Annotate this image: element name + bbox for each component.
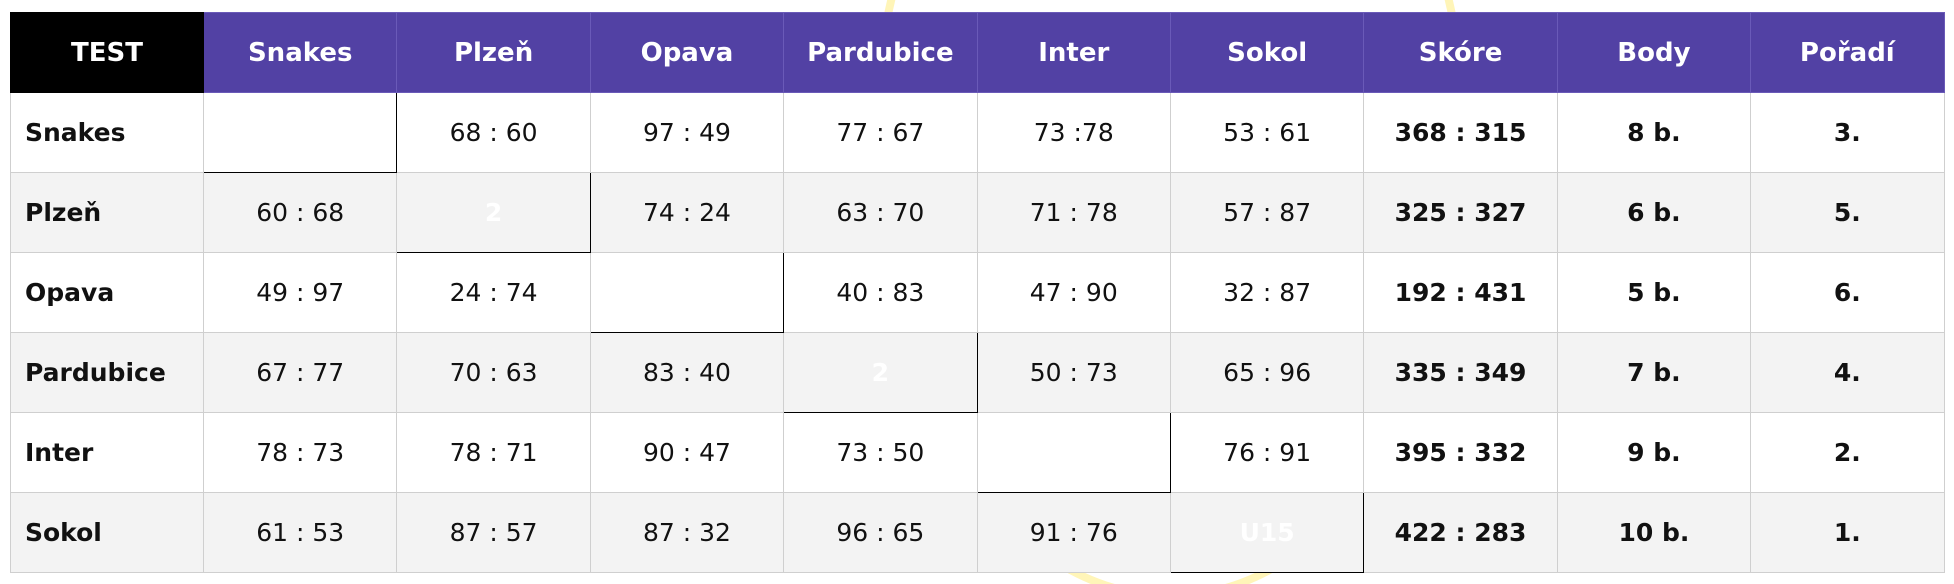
result-cell: 57 : 87 xyxy=(1169,172,1365,253)
diagonal-cell: 2 xyxy=(976,412,1171,493)
points-cell: 5 b. xyxy=(1556,252,1752,333)
rank-cell: 5. xyxy=(1750,172,1945,253)
result-cell: 91 : 76 xyxy=(976,492,1171,573)
result-cell: 90 : 47 xyxy=(589,412,785,493)
header-cell-rank: Pořadí xyxy=(1750,12,1945,93)
team-name-cell: Sokol xyxy=(10,492,204,573)
table-row: Inter 78 : 73 78 : 71 90 : 47 73 : 50 2 … xyxy=(10,412,1945,493)
result-cell: 47 : 90 xyxy=(976,252,1171,333)
diagonal-cell: 0 xyxy=(589,252,785,333)
points-cell: 6 b. xyxy=(1556,172,1752,253)
header-cell-pardubice: Pardubice xyxy=(783,12,978,93)
result-cell: 61 : 53 xyxy=(202,492,398,573)
header-cell-snakes: Snakes xyxy=(202,12,398,93)
score-cell: 335 : 349 xyxy=(1363,332,1558,413)
result-cell: 96 : 65 xyxy=(783,492,978,573)
result-cell: 74 : 24 xyxy=(589,172,785,253)
table-row: Plzeň 60 : 68 2 74 : 24 63 : 70 71 : 78 … xyxy=(10,172,1945,253)
rank-cell: 3. xyxy=(1750,92,1945,173)
result-cell: 77 : 67 xyxy=(783,92,978,173)
rank-cell: 2. xyxy=(1750,412,1945,493)
points-cell: 7 b. xyxy=(1556,332,1752,413)
rank-cell: 6. xyxy=(1750,252,1945,333)
rank-cell: 4. xyxy=(1750,332,1945,413)
header-cell-sokol: Sokol xyxy=(1169,12,1365,93)
result-cell: 68 : 60 xyxy=(396,92,591,173)
header-cell-inter: Inter xyxy=(976,12,1171,93)
result-cell: 65 : 96 xyxy=(1169,332,1365,413)
result-cell: 32 : 87 xyxy=(1169,252,1365,333)
points-cell: 8 b. xyxy=(1556,92,1752,173)
header-cell-points: Body xyxy=(1556,12,1752,93)
header-cell-score: Skóre xyxy=(1363,12,1558,93)
result-cell: 40 : 83 xyxy=(783,252,978,333)
table-row: Sokol 61 : 53 87 : 57 87 : 32 96 : 65 91… xyxy=(10,492,1945,573)
points-cell: 10 b. xyxy=(1556,492,1752,573)
result-cell: 83 : 40 xyxy=(589,332,785,413)
table-row: Opava 49 : 97 24 : 74 0 40 : 83 47 : 90 … xyxy=(10,252,1945,333)
diagonal-cell: 2 xyxy=(396,172,591,253)
result-cell: 53 : 61 xyxy=(1169,92,1365,173)
result-cell: 60 : 68 xyxy=(202,172,398,253)
score-cell: 395 : 332 xyxy=(1363,412,1558,493)
result-cell: 78 : 73 xyxy=(202,412,398,493)
result-cell: 67 : 77 xyxy=(202,332,398,413)
team-name-cell: Opava xyxy=(10,252,204,333)
result-cell: 73 : 50 xyxy=(783,412,978,493)
diagonal-cell: 2 xyxy=(783,332,978,413)
result-cell: 78 : 71 xyxy=(396,412,591,493)
result-cell: 87 : 32 xyxy=(589,492,785,573)
result-cell: 76 : 91 xyxy=(1169,412,1365,493)
rank-cell: 1. xyxy=(1750,492,1945,573)
result-cell: 87 : 57 xyxy=(396,492,591,573)
team-name-cell: Plzeň xyxy=(10,172,204,253)
result-cell: 49 : 97 xyxy=(202,252,398,333)
table-row: Pardubice 67 : 77 70 : 63 83 : 40 2 50 :… xyxy=(10,332,1945,413)
team-name-cell: Inter xyxy=(10,412,204,493)
results-table: TEST Snakes Plzeň Opava Pardubice Inter … xyxy=(10,12,1945,573)
header-row: TEST Snakes Plzeň Opava Pardubice Inter … xyxy=(10,12,1945,93)
points-cell: 9 b. xyxy=(1556,412,1752,493)
result-cell: 97 : 49 xyxy=(589,92,785,173)
header-corner-cell: TEST xyxy=(10,12,204,93)
header-cell-plzen: Plzeň xyxy=(396,12,591,93)
table-row: Snakes CUP 68 : 60 97 : 49 77 : 67 73 :7… xyxy=(10,92,1945,173)
score-cell: 325 : 327 xyxy=(1363,172,1558,253)
header-cell-opava: Opava xyxy=(589,12,785,93)
result-cell: 70 : 63 xyxy=(396,332,591,413)
score-cell: 192 : 431 xyxy=(1363,252,1558,333)
score-cell: 368 : 315 xyxy=(1363,92,1558,173)
team-name-cell: Pardubice xyxy=(10,332,204,413)
result-cell: 24 : 74 xyxy=(396,252,591,333)
score-cell: 422 : 283 xyxy=(1363,492,1558,573)
result-cell: 71 : 78 xyxy=(976,172,1171,253)
diagonal-cell: CUP xyxy=(202,92,398,173)
result-cell: 63 : 70 xyxy=(783,172,978,253)
result-cell: 50 : 73 xyxy=(976,332,1171,413)
diagonal-cell: U15 xyxy=(1169,492,1365,573)
result-cell: 73 :78 xyxy=(976,92,1171,173)
team-name-cell: Snakes xyxy=(10,92,204,173)
